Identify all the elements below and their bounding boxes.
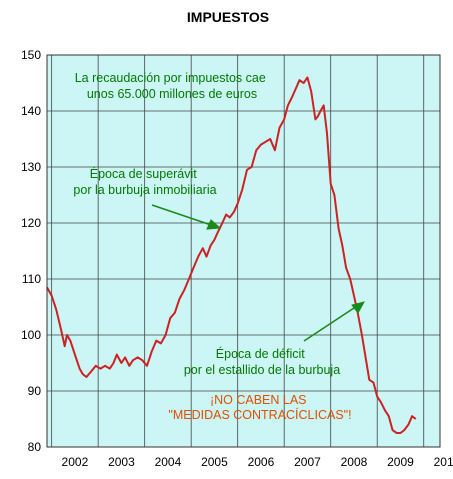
- y-tick-label: 130: [21, 160, 41, 174]
- arrow-deficit: [303, 301, 365, 342]
- x-tick-label: 2008: [341, 455, 368, 469]
- grid: [47, 54, 440, 448]
- plot-area: [47, 55, 440, 447]
- plot-frame: [46, 54, 441, 448]
- x-tick-label: 2002: [62, 455, 89, 469]
- annotation-superavit: Época de superávit por la burbuja inmobi…: [73, 166, 216, 197]
- x-tick-label: 2004: [155, 455, 182, 469]
- x-tick-label: 2007: [294, 455, 321, 469]
- y-tick-label: 120: [21, 216, 41, 230]
- y-tick-label: 110: [22, 272, 41, 286]
- annotation-recaudacion: La recaudación por impuestos cae unos 65…: [75, 71, 270, 101]
- x-tick-label: 2006: [248, 455, 275, 469]
- y-tick-label: 80: [28, 440, 42, 454]
- x-tick-label: 2010: [434, 455, 453, 469]
- y-tick-label: 150: [21, 48, 41, 62]
- arrow-superavit: [151, 204, 222, 230]
- x-tick-label: 2009: [387, 455, 414, 469]
- y-tick-label: 100: [21, 328, 41, 342]
- chart-title: IMPUESTOS: [187, 9, 269, 25]
- annotation-medidas: ¡NO CABEN LAS "MEDIDAS CONTRACÍCLICAS"!: [168, 393, 351, 422]
- y-tick-label: 90: [28, 384, 42, 398]
- annotation-deficit: Época de déficit por el estallido de la …: [184, 346, 340, 377]
- x-axis: 2002 2003 2004 2005 2006 2007 2008 2009 2010: [62, 455, 453, 469]
- y-tick-label: 140: [21, 104, 41, 118]
- y-axis: 80 90 100 110 120 130 140 150: [21, 48, 41, 454]
- x-tick-label: 2003: [108, 455, 135, 469]
- x-tick-label: 2005: [201, 455, 228, 469]
